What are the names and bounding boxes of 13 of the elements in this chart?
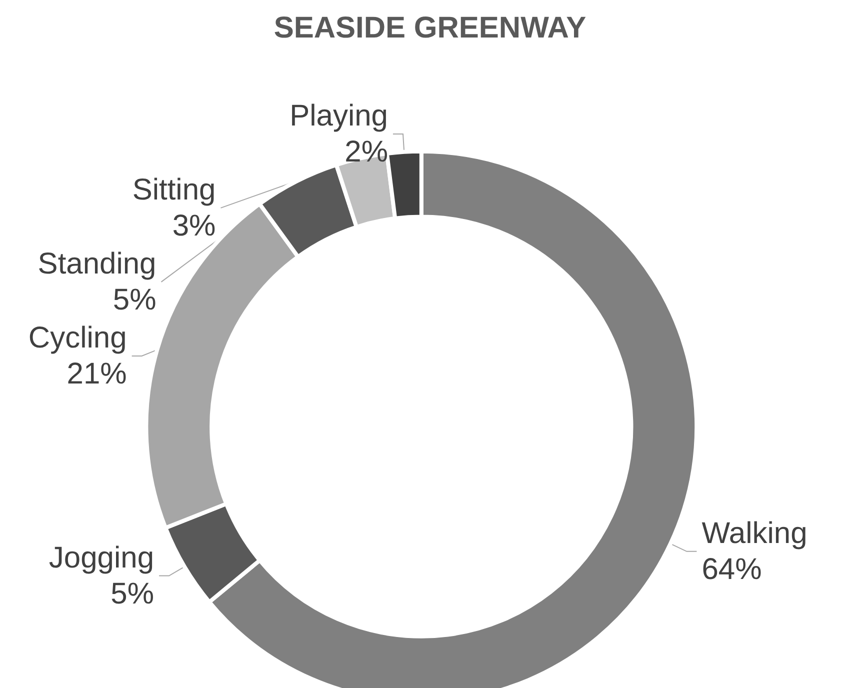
- slice-label: Sitting: [132, 173, 216, 206]
- data-label: 5%: [110, 577, 154, 610]
- data-label: 5%: [112, 283, 156, 316]
- slice-label: Playing: [290, 99, 388, 132]
- data-label: 3%: [172, 209, 216, 242]
- data-label: 64%: [702, 552, 762, 586]
- data-label: 2%: [344, 135, 388, 168]
- data-label: 21%: [66, 357, 127, 390]
- slice-label: Standing: [38, 247, 156, 280]
- slice-label: Cycling: [28, 321, 127, 354]
- slice-label: Walking: [702, 516, 808, 550]
- slice-label: Jogging: [48, 541, 154, 574]
- chart-title: SEASIDE GREENWAY: [274, 12, 586, 44]
